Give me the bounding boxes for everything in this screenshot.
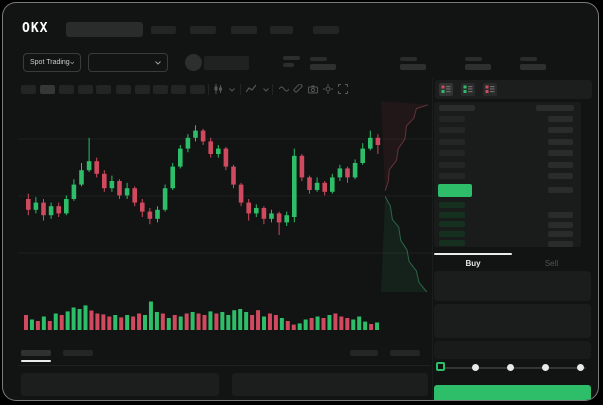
interval-button[interactable] — [153, 85, 168, 94]
last-price-placeholder — [283, 56, 300, 60]
bid-price-cell[interactable] — [439, 221, 465, 227]
ask-price-cell[interactable] — [439, 173, 465, 179]
bid-price-cell[interactable] — [439, 230, 465, 237]
search-input[interactable] — [66, 22, 143, 37]
chart-bottom-action[interactable] — [350, 350, 378, 356]
asks-book-icon[interactable] — [483, 83, 497, 96]
chevron-down-icon[interactable] — [260, 84, 272, 96]
candle-style-icon[interactable] — [212, 83, 224, 95]
bid-amount-cell[interactable] — [548, 212, 573, 218]
orderbook-toolbar — [435, 80, 592, 99]
coin-avatar — [185, 54, 202, 71]
amount-slider-handle[interactable] — [436, 362, 445, 371]
chevron-down-icon — [155, 60, 161, 65]
market-type-dropdown[interactable]: Spot Trading — [23, 53, 81, 72]
ask-amount-cell[interactable] — [548, 116, 573, 122]
price-change-placeholder — [283, 63, 294, 67]
bid-amount-cell[interactable] — [548, 231, 573, 237]
stat-label — [465, 57, 482, 61]
stat-value — [310, 64, 336, 70]
active-tab-underline — [21, 360, 51, 362]
order-form-field-1[interactable] — [434, 271, 591, 301]
app-window: OKX Spot Trading — [2, 2, 599, 401]
ask-price-cell[interactable] — [439, 127, 465, 134]
toolbar-divider — [208, 84, 209, 95]
ask-amount-cell[interactable] — [548, 127, 573, 134]
bid-price-cell[interactable] — [439, 211, 465, 218]
bid-amount-cell[interactable] — [548, 221, 573, 228]
order-form-field-3[interactable] — [434, 341, 591, 359]
stat-label — [310, 57, 327, 61]
interval-button-active[interactable] — [40, 85, 55, 94]
wave-icon[interactable] — [278, 83, 290, 95]
ask-price-cell[interactable] — [439, 138, 465, 145]
last-price-bar[interactable] — [438, 184, 472, 197]
okx-logo: OKX — [22, 21, 49, 36]
interval-button[interactable] — [78, 85, 93, 94]
chevron-down-icon[interactable] — [226, 84, 238, 96]
interval-button[interactable] — [96, 85, 111, 94]
interval-button[interactable] — [135, 85, 150, 94]
toolbar-divider — [272, 84, 273, 95]
stat-value — [465, 64, 491, 70]
bids-book-icon[interactable] — [461, 83, 475, 96]
interval-button[interactable] — [171, 85, 186, 94]
market-type-label: Spot Trading — [30, 59, 70, 66]
pair-title-placeholder — [204, 56, 249, 70]
panel-divider — [432, 78, 433, 400]
draw-icon[interactable] — [292, 83, 304, 95]
ask-amount-cell[interactable] — [548, 161, 573, 168]
buy-submit-button[interactable] — [434, 385, 591, 400]
bid-amount-cell[interactable] — [548, 240, 573, 247]
slider-stop-50[interactable] — [507, 364, 514, 371]
interval-button[interactable] — [21, 85, 36, 94]
bottom-divider — [18, 365, 431, 366]
slider-stop-75[interactable] — [542, 364, 549, 371]
ask-amount-cell[interactable] — [548, 150, 573, 157]
ask-price-cell[interactable] — [439, 161, 465, 168]
bid-price-cell[interactable] — [439, 240, 465, 246]
nav-item-5[interactable] — [313, 26, 339, 34]
slider-stop-100[interactable] — [577, 364, 584, 371]
bottom-panel-right — [232, 373, 428, 396]
slider-stop-25[interactable] — [472, 364, 479, 371]
chevron-down-icon — [69, 61, 74, 64]
fullscreen-icon[interactable] — [337, 83, 349, 95]
ask-amount-cell[interactable] — [548, 138, 573, 145]
sell-tab[interactable]: Sell — [544, 258, 559, 268]
nav-item-4[interactable] — [270, 26, 293, 34]
chart-bottom-tab-active[interactable] — [21, 350, 51, 356]
interval-button[interactable] — [59, 85, 74, 94]
stat-value — [520, 64, 546, 70]
nav-item-2[interactable] — [190, 26, 216, 34]
orderbook-col-header-price — [439, 105, 475, 111]
combined-book-icon[interactable] — [439, 83, 453, 96]
nav-item-1[interactable] — [151, 26, 176, 34]
bottom-panel-left — [21, 373, 219, 396]
interval-button[interactable] — [190, 85, 205, 94]
ask-price-cell[interactable] — [439, 150, 465, 157]
settings-icon[interactable] — [322, 83, 334, 95]
ask-price-cell[interactable] — [439, 116, 465, 122]
buy-tab-indicator — [434, 253, 512, 255]
order-form-field-2[interactable] — [434, 304, 591, 338]
chart-bottom-tab[interactable] — [63, 350, 93, 356]
price-chart[interactable] — [18, 99, 433, 335]
pair-selector-dropdown[interactable] — [88, 53, 168, 72]
stat-value — [400, 64, 426, 70]
nav-item-3[interactable] — [231, 26, 257, 34]
ask-amount-cell[interactable] — [548, 173, 573, 179]
indicators-icon[interactable] — [245, 83, 257, 95]
buy-tab[interactable]: Buy — [465, 258, 481, 268]
chart-bottom-action[interactable] — [390, 350, 420, 356]
bid-price-cell[interactable] — [439, 202, 465, 208]
camera-icon[interactable] — [307, 83, 319, 95]
toolbar-divider — [240, 84, 241, 95]
stat-label — [520, 57, 537, 61]
orderbook-col-header-amount — [536, 105, 574, 111]
stat-label — [400, 57, 417, 61]
orderbook-amount-cell — [548, 187, 573, 193]
interval-button[interactable] — [116, 85, 131, 94]
